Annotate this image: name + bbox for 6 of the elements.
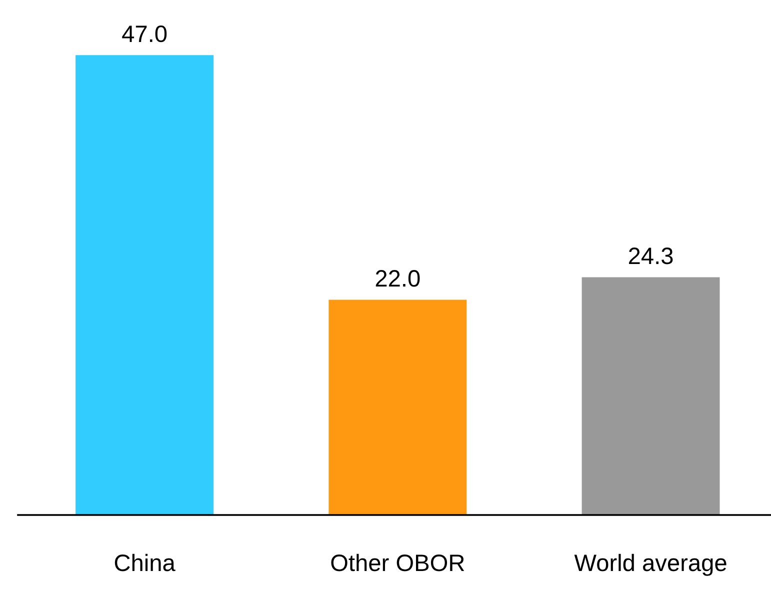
- data-label: 24.3: [628, 248, 673, 264]
- data-label: 22.0: [376, 270, 420, 287]
- data-label: 47.0: [122, 25, 167, 42]
- x-tick-label: China: [114, 554, 176, 572]
- x-tick-label: Other OBOR: [331, 554, 464, 572]
- x-tick-label: World average: [574, 554, 726, 576]
